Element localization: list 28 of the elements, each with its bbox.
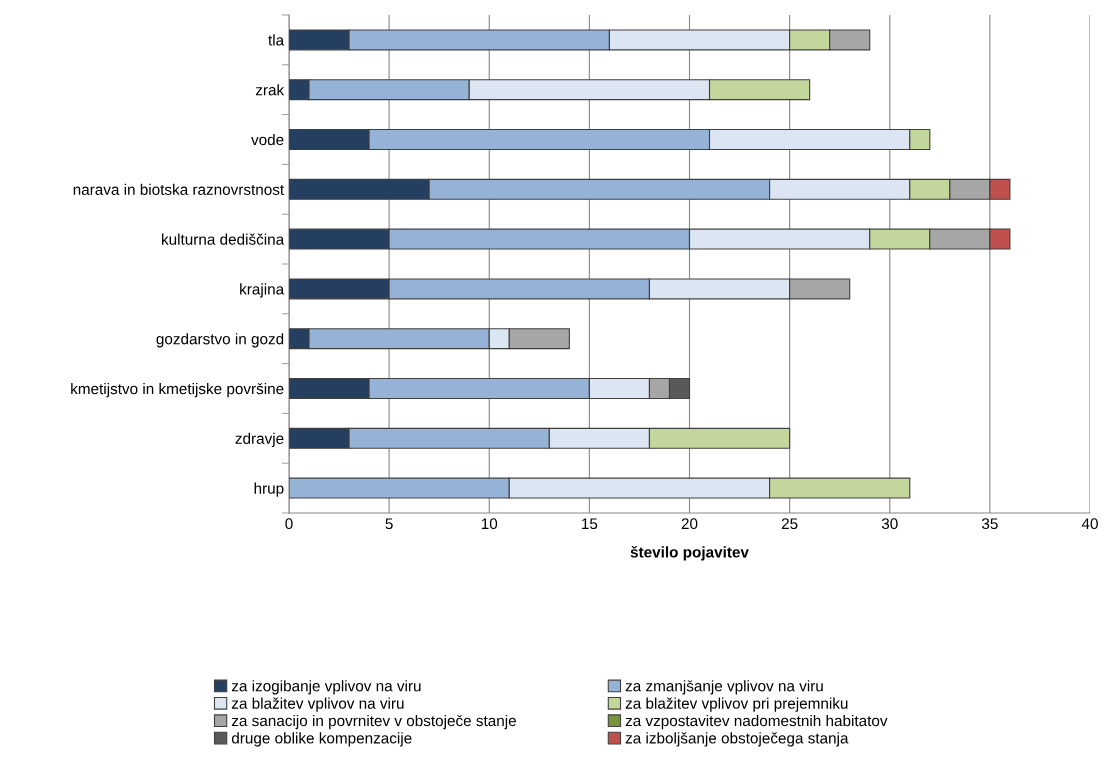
y-tick-label: gozdarstvo in gozd [156,333,284,348]
y-tick-label: vode [251,133,284,146]
y-tick-label: narava in biotska raznovrstnost [73,183,285,195]
x-tick-label: 5 [385,518,393,530]
y-tick-label: zrak [255,84,285,96]
x-axis-title: število pojavitev [630,545,749,561]
x-tick-label: 10 [481,518,498,530]
legend-label: za zmanjšanje vplivov na viru [625,680,823,695]
y-tick-label: kmetijstvo in kmetijske površine [71,382,284,398]
x-tick-label: 25 [781,518,798,530]
legend-label: za blažitev vplivov pri prejemniku [625,697,848,712]
legend-label: druge oblike kompenzacije [231,732,412,747]
y-tick-label: tla [268,34,285,46]
x-tick-label: 30 [881,518,898,530]
legend-label: za blažitev vplivov na viru [231,697,404,712]
y-tick-label: hrup [254,482,284,497]
y-tick-label: krajina [240,283,285,298]
x-tick-label: 35 [981,518,998,530]
legend-label: za izboljšanje obstoječega stanja [625,732,849,747]
legend-label: za sanacijo in povrnitev v obstoječe stanje [231,714,516,730]
y-tick-label: kulturna dediščina [162,233,285,245]
x-tick-label: 15 [582,518,598,530]
y-tick-label: zdravje [235,432,284,448]
x-tick-label: 20 [681,518,698,530]
legend-label: za izogibanje vplivov na viru [231,680,421,695]
x-tick-label: 0 [285,518,293,530]
legend-label: za vzpostavitev nadomestnih habitatov [625,714,888,730]
x-tick-label: 40 [1081,518,1098,530]
